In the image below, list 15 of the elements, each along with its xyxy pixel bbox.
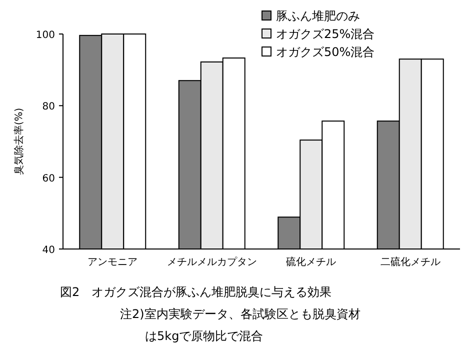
x-tick-label: 二硫化メチル [380,256,440,268]
text: は5kgで原物比で混合 [145,329,264,343]
y-axis-title: 臭気除去率(%) [13,108,25,176]
y-tick-label: 100 [36,30,55,41]
y-tick-label: 40 [42,245,55,256]
legend-label: 豚ふん堆肥のみ [276,9,360,23]
legend-label: オガクズ25%混合 [276,27,375,41]
y-tick-label: 60 [42,173,55,184]
x-tick-label: メチルメルカプタン [166,256,257,268]
legend-label: オガクズ50%混合 [276,45,375,59]
y-tick-label: 80 [42,102,55,113]
text: 注2)室内実験データ、各試験区とも脱臭資材 [120,307,360,321]
text: 図2 オガクズ混合が豚ふん堆肥脱臭に与える効果 [60,285,332,299]
x-tick-label: アンモニア [88,257,138,268]
x-tick-label: 硫化メチル [286,256,336,268]
